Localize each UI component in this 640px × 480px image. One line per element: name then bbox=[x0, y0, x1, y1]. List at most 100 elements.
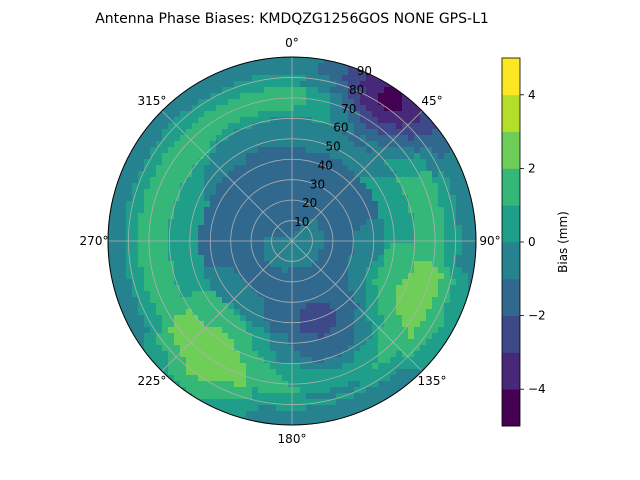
contour-cell bbox=[378, 291, 385, 298]
contour-cell bbox=[168, 171, 175, 178]
contour-cell bbox=[384, 171, 391, 178]
contour-cell bbox=[162, 189, 169, 196]
contour-cell bbox=[156, 69, 163, 76]
contour-cell bbox=[372, 147, 379, 154]
contour-cell bbox=[378, 225, 385, 232]
contour-cell bbox=[474, 351, 476, 358]
contour-cell bbox=[252, 75, 259, 82]
contour-cell bbox=[312, 177, 319, 184]
contour-cell bbox=[336, 363, 343, 370]
contour-cell bbox=[216, 159, 223, 166]
contour-cell bbox=[360, 171, 367, 178]
contour-cell bbox=[354, 129, 361, 136]
contour-cell bbox=[144, 405, 151, 412]
contour-cell bbox=[186, 57, 193, 64]
contour-cell bbox=[432, 81, 439, 88]
contour-cell bbox=[342, 147, 349, 154]
contour-cell bbox=[474, 363, 476, 370]
contour-cell bbox=[246, 219, 253, 226]
contour-cell bbox=[348, 105, 355, 112]
contour-cell bbox=[240, 291, 247, 298]
contour-cell bbox=[288, 117, 295, 124]
contour-cell bbox=[474, 153, 476, 160]
contour-cell bbox=[174, 177, 181, 184]
contour-cell bbox=[258, 165, 265, 172]
contour-cell bbox=[204, 207, 211, 214]
contour-cell bbox=[384, 57, 391, 64]
contour-cell bbox=[210, 57, 217, 64]
contour-cell bbox=[150, 129, 157, 136]
contour-cell bbox=[132, 117, 139, 124]
contour-cell bbox=[276, 387, 283, 394]
contour-cell bbox=[408, 249, 415, 256]
contour-cell bbox=[450, 273, 457, 280]
contour-cell bbox=[108, 417, 115, 424]
contour-cell bbox=[120, 153, 127, 160]
contour-cell bbox=[156, 399, 163, 406]
contour-cell bbox=[240, 267, 247, 274]
contour-cell bbox=[120, 369, 127, 376]
contour-cell bbox=[282, 105, 289, 112]
contour-cell bbox=[330, 357, 337, 364]
contour-cell bbox=[432, 327, 439, 334]
contour-cell bbox=[276, 315, 283, 322]
contour-cell bbox=[390, 75, 397, 82]
contour-cell bbox=[180, 297, 187, 304]
contour-cell bbox=[444, 171, 451, 178]
contour-cell bbox=[348, 315, 355, 322]
contour-cell bbox=[342, 153, 349, 160]
contour-cell bbox=[216, 225, 223, 232]
contour-cell bbox=[144, 207, 151, 214]
contour-cell bbox=[414, 267, 421, 274]
contour-cell bbox=[402, 75, 409, 82]
contour-cell bbox=[324, 69, 331, 76]
contour-cell bbox=[384, 99, 391, 106]
contour-cell bbox=[474, 57, 476, 64]
contour-cell bbox=[462, 183, 469, 190]
contour-cell bbox=[456, 375, 463, 382]
contour-cell bbox=[324, 357, 331, 364]
contour-cell bbox=[444, 159, 451, 166]
contour-cell bbox=[300, 345, 307, 352]
contour-cell bbox=[474, 129, 476, 136]
contour-cell bbox=[192, 423, 199, 425]
angular-tick-label: 90° bbox=[479, 234, 500, 248]
contour-cell bbox=[114, 345, 121, 352]
contour-cell bbox=[186, 87, 193, 94]
contour-cell bbox=[186, 339, 193, 346]
contour-cell bbox=[114, 363, 121, 370]
contour-cell bbox=[444, 237, 451, 244]
contour-cell bbox=[294, 111, 301, 118]
contour-cell bbox=[126, 135, 133, 142]
contour-cell bbox=[378, 357, 385, 364]
contour-cell bbox=[264, 189, 271, 196]
contour-cell bbox=[474, 117, 476, 124]
contour-cell bbox=[300, 57, 307, 64]
contour-cell bbox=[114, 207, 121, 214]
contour-cell bbox=[462, 351, 469, 358]
contour-cell bbox=[132, 207, 139, 214]
contour-cell bbox=[456, 363, 463, 370]
contour-cell bbox=[192, 363, 199, 370]
contour-cell bbox=[150, 267, 157, 274]
contour-cell bbox=[420, 363, 427, 370]
contour-cell bbox=[192, 63, 199, 70]
contour-cell bbox=[132, 267, 139, 274]
contour-cell bbox=[474, 399, 476, 406]
contour-cell bbox=[438, 153, 445, 160]
contour-cell bbox=[150, 189, 157, 196]
contour-cell bbox=[222, 201, 229, 208]
contour-cell bbox=[378, 345, 385, 352]
contour-cell bbox=[354, 99, 361, 106]
contour-cell bbox=[186, 249, 193, 256]
contour-cell bbox=[282, 291, 289, 298]
contour-cell bbox=[342, 375, 349, 382]
contour-cell bbox=[258, 171, 265, 178]
contour-cell bbox=[462, 189, 469, 196]
contour-cell bbox=[384, 87, 391, 94]
contour-cell bbox=[216, 321, 223, 328]
contour-cell bbox=[132, 87, 139, 94]
contour-cell bbox=[282, 129, 289, 136]
contour-cell bbox=[174, 189, 181, 196]
contour-cell bbox=[228, 249, 235, 256]
